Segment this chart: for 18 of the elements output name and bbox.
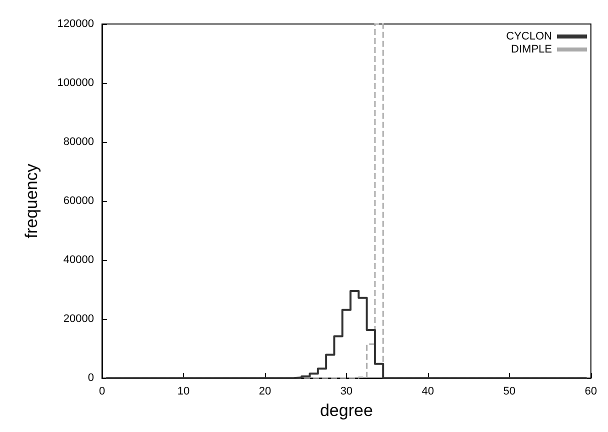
y-tick-label: 0 xyxy=(88,372,94,384)
x-tick-label: 40 xyxy=(422,386,434,398)
x-tick-label: 50 xyxy=(503,386,516,398)
y-tick-label: 40000 xyxy=(63,254,94,266)
y-axis-title: frequency xyxy=(22,163,41,238)
x-axis-title: degree xyxy=(320,401,373,420)
x-tick-label: 0 xyxy=(98,386,106,398)
x-tick-label: 60 xyxy=(584,386,598,398)
y-tick-label: 120000 xyxy=(57,18,94,30)
y-tick-label: 60000 xyxy=(63,195,94,208)
x-tick-label: 20 xyxy=(258,386,272,398)
y-tick-label: 100000 xyxy=(57,77,94,90)
legend-label: CYCLON xyxy=(506,30,552,42)
x-tick-label: 30 xyxy=(340,386,353,398)
legend-label: DIMPLE xyxy=(511,44,552,56)
y-tick-label: 80000 xyxy=(63,136,94,148)
y-tick-label: 20000 xyxy=(63,313,94,326)
x-tick-label: 10 xyxy=(177,386,190,398)
